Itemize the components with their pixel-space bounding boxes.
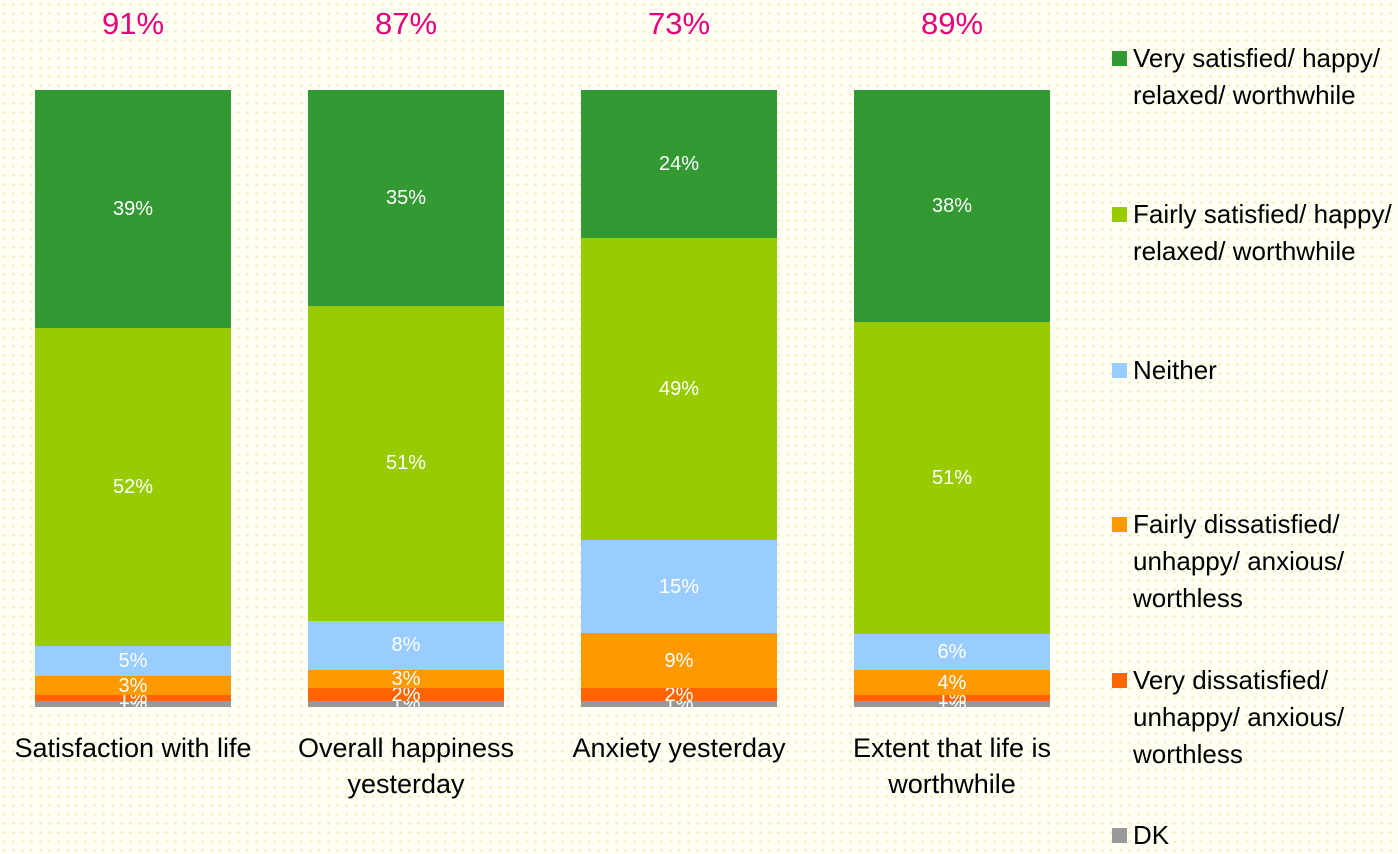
value-label: 2% (391, 683, 421, 706)
value-label: 3% (391, 668, 421, 691)
value-label: 4% (937, 671, 967, 694)
bar-segment: 8% (308, 620, 504, 670)
bar-segment: 6% (854, 633, 1050, 671)
value-label: 24% (658, 153, 700, 176)
bar-segment: 52% (35, 328, 231, 646)
bar-segment: 49% (581, 238, 777, 541)
bar-segment: 5% (35, 645, 231, 677)
bar-segment: 4% (854, 670, 1050, 695)
bar-segment: 1% (854, 688, 1050, 708)
bar-segment: 2% (308, 685, 504, 705)
x-tick-label: Anxiety yesterday (572, 733, 786, 763)
bar-segment: 9% (581, 632, 777, 689)
bar-segment: 2% (581, 685, 777, 705)
legend-marker (1112, 51, 1127, 66)
legend-label: Fairly dissatisfied/ unhappy/ anxious/ w… (1133, 509, 1345, 613)
value-label: 38% (931, 195, 973, 218)
value-label: 9% (664, 649, 694, 672)
bar-segment: 24% (581, 90, 777, 239)
value-label: 5% (118, 650, 148, 673)
bar-segment: 38% (854, 90, 1050, 323)
bar-segment: 51% (308, 305, 504, 621)
value-label: 51% (385, 452, 427, 475)
legend-label: Fairly satisfied/ happy/ relaxed/ worthw… (1133, 199, 1392, 266)
bar-segment: 3% (35, 674, 231, 697)
bar-segment: 39% (35, 90, 231, 329)
total-label: 91% (101, 6, 165, 41)
value-label: 3% (118, 674, 148, 697)
total-label: 89% (920, 6, 984, 41)
legend-marker (1112, 207, 1127, 222)
legend-marker (1112, 363, 1127, 378)
x-tick-label: Satisfaction with life (14, 733, 252, 763)
value-label: 15% (658, 575, 700, 598)
bar-segment: 15% (581, 540, 777, 633)
x-tick-label: Extent that life is worthwhile (852, 733, 1052, 799)
value-label: 6% (937, 641, 967, 663)
legend-marker (1112, 673, 1127, 688)
value-label: 39% (112, 198, 154, 221)
legend-marker (1112, 517, 1127, 532)
total-label: 87% (374, 6, 438, 41)
legend-label: DK (1133, 820, 1170, 850)
value-label: 2% (664, 683, 694, 706)
value-label: 51% (931, 466, 973, 489)
value-label: 35% (385, 186, 427, 209)
legend-label: Neither (1133, 355, 1217, 385)
legend-label: Very satisfied/ happy/ relaxed/ worthwhi… (1133, 43, 1381, 110)
bar-segment: 51% (854, 322, 1050, 634)
bar-segment: 3% (308, 668, 504, 691)
bar-segment: 35% (308, 90, 504, 306)
value-label: 52% (112, 476, 154, 499)
total-label: 73% (647, 6, 711, 41)
legend-marker (1112, 828, 1127, 843)
value-label: 49% (658, 378, 700, 401)
legend-label: Very dissatisfied/ unhappy/ anxious/ wor… (1133, 665, 1345, 769)
x-tick-label: Overall happiness yesterday (297, 733, 515, 799)
value-label: 8% (391, 634, 421, 657)
